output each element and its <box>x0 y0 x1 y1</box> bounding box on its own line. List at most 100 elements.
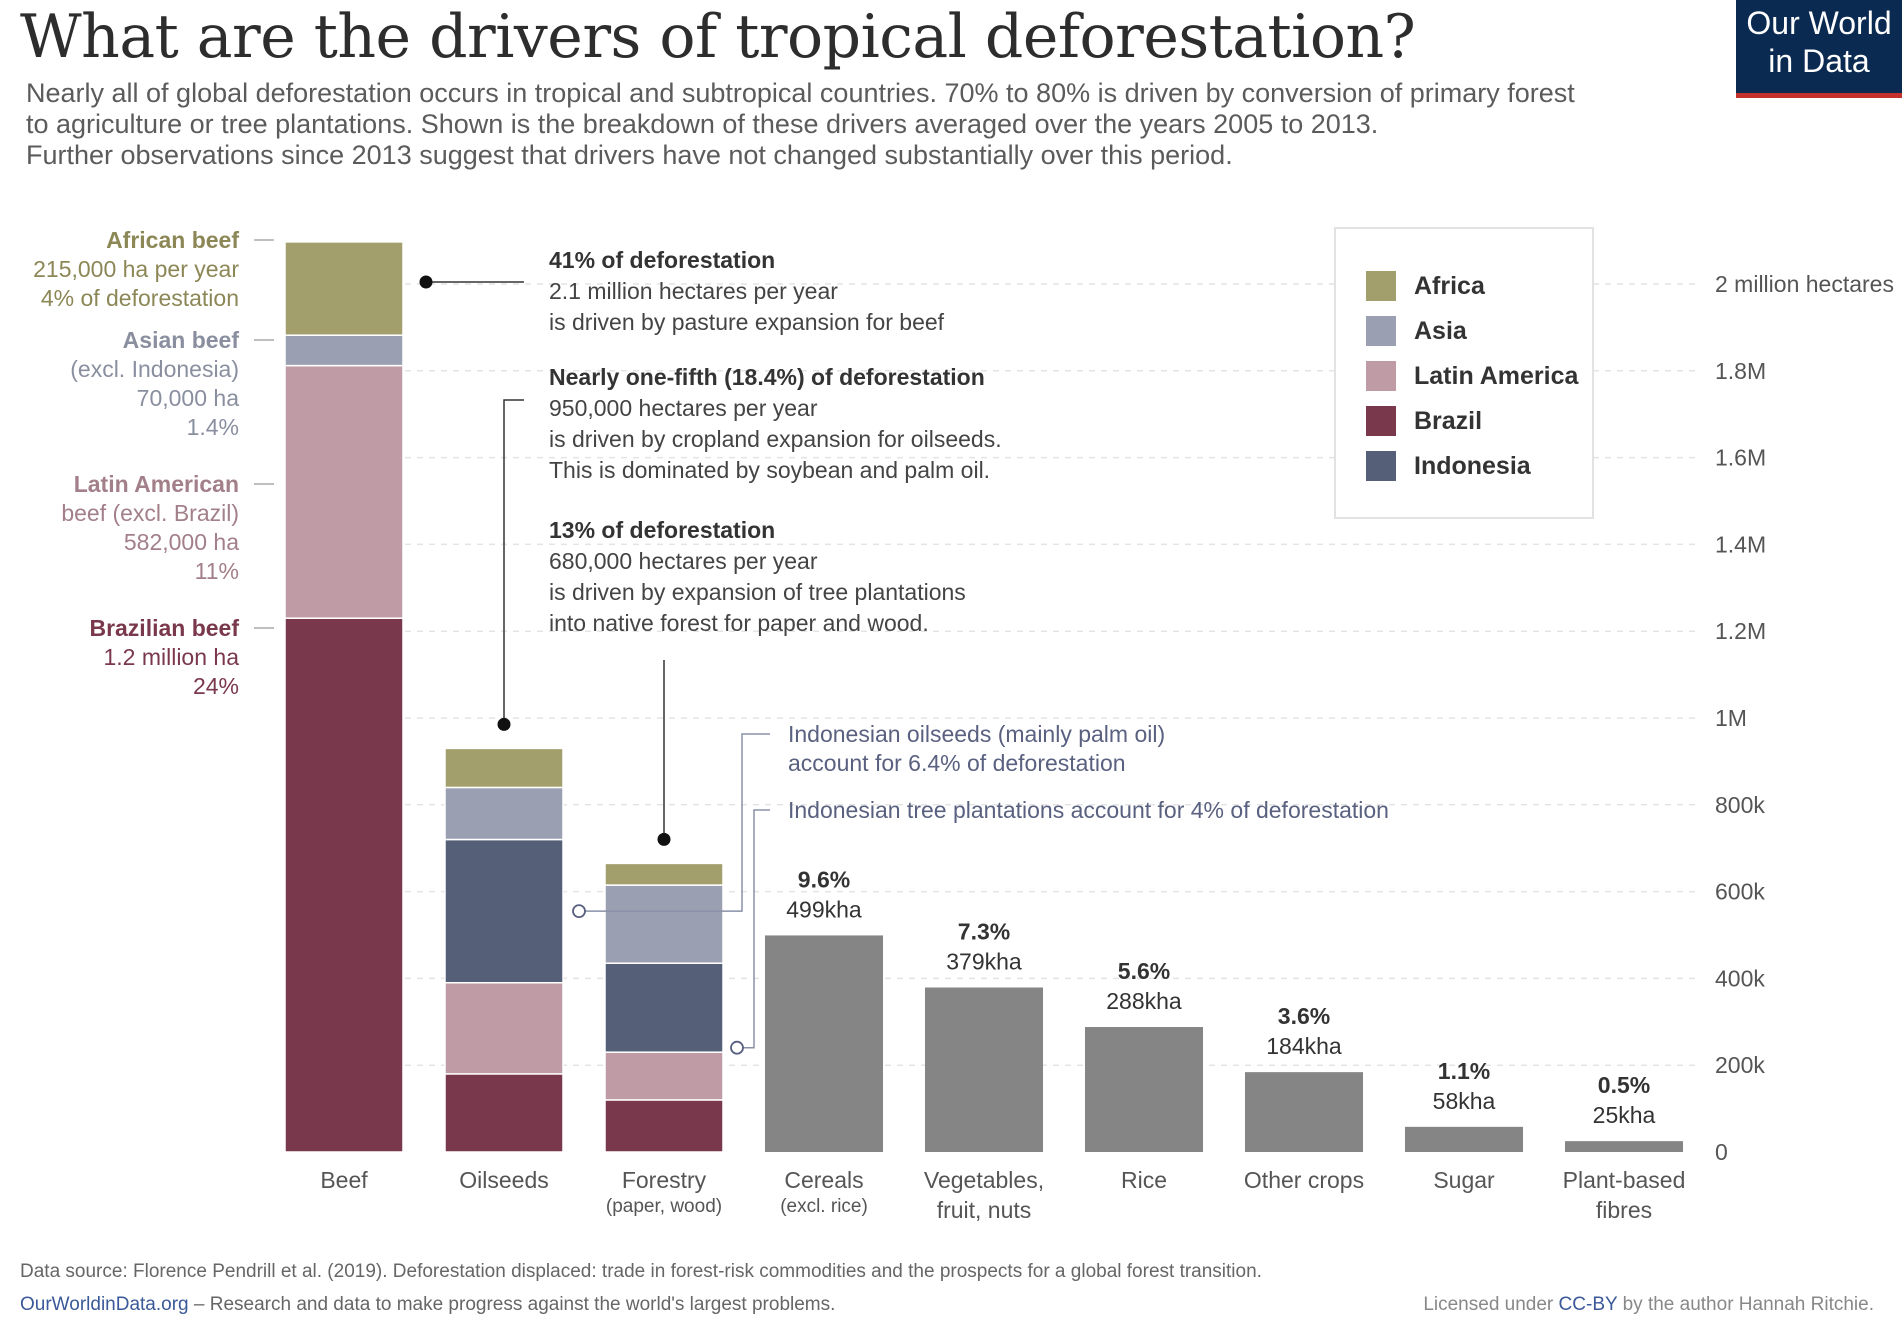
beef-side-label: 582,000 ha <box>124 529 239 555</box>
bar-pct-label: 9.6% <box>798 866 850 892</box>
footer-site: OurWorldinData.org – Research and data t… <box>20 1294 835 1316</box>
beef-annotation-line: 2.1 million hectares per year <box>549 278 838 304</box>
y-tick-label: 1.4M <box>1715 531 1766 557</box>
annotation-dot <box>419 275 433 289</box>
annotation-connector <box>739 809 770 1049</box>
footer-tagline: – Research and data to make progress aga… <box>188 1294 836 1315</box>
annotation-dot <box>730 1040 744 1055</box>
legend: Africa Asia Latin America Brazil Indonesia <box>1334 227 1594 519</box>
y-tick-label: 600k <box>1715 879 1765 905</box>
oilseeds-annotation-heading: Nearly one-fifth (18.4%) of deforestatio… <box>549 364 985 390</box>
legend-label: Indonesia <box>1414 451 1531 480</box>
x-category-label: Plant-based <box>1563 1167 1686 1193</box>
chart-subtitle: Nearly all of global deforestation occur… <box>26 78 1726 171</box>
legend-label: Asia <box>1414 316 1467 345</box>
bar-pct-label: 5.6% <box>1118 958 1170 984</box>
bar-segment-brazil <box>604 1099 724 1153</box>
beef-side-label: Brazilian beef <box>89 615 239 641</box>
forestry-annotation-line: 680,000 hectares per year <box>549 548 818 574</box>
beef-side-label: Asian beef <box>123 327 240 353</box>
beef-side-label: 4% of deforestation <box>41 285 239 311</box>
y-tick-label: 2 million hectares <box>1715 271 1894 297</box>
beef-side-label: 215,000 ha per year <box>33 256 239 282</box>
beef-side-label: 70,000 ha <box>137 385 240 411</box>
subtitle-line: to agriculture or tree plantations. Show… <box>26 109 1379 139</box>
bar <box>925 987 1043 1152</box>
subtitle-line: Further observations since 2013 suggest … <box>26 140 1233 170</box>
oilseeds-annotation-line: This is dominated by soybean and palm oi… <box>549 457 990 483</box>
forestry-annotation-line: into native forest for paper and wood. <box>549 610 929 636</box>
x-category-label: Cereals <box>784 1167 863 1193</box>
bar-value-label: 499kha <box>786 896 862 922</box>
beef-side-label: 1.4% <box>187 414 239 440</box>
bar-segment-brazil <box>284 617 404 1153</box>
bar-pct-label: 7.3% <box>958 919 1010 945</box>
y-tick-label: 200k <box>1715 1052 1765 1078</box>
legend-swatch <box>1366 406 1396 436</box>
legend-swatch <box>1366 316 1396 346</box>
y-tick-label: 400k <box>1715 965 1765 991</box>
bar-value-label: 184kha <box>1266 1033 1342 1059</box>
chart-title: What are the drivers of tropical defores… <box>20 2 1416 72</box>
beef-side-label: 24% <box>193 673 239 699</box>
y-tick-label: 1.6M <box>1715 445 1766 471</box>
forestry-annotation-heading: 13% of deforestation <box>549 517 775 543</box>
bar <box>1245 1072 1363 1152</box>
indonesia-oilseeds-annotation-line: Indonesian oilseeds (mainly palm oil) <box>788 721 1165 747</box>
bar <box>1085 1027 1203 1152</box>
bar <box>1405 1126 1523 1152</box>
legend-item-africa[interactable]: Africa <box>1366 271 1485 301</box>
x-category-label: Forestry <box>622 1167 707 1193</box>
subtitle-line: Nearly all of global deforestation occur… <box>26 78 1575 108</box>
x-category-sublabel: fruit, nuts <box>937 1197 1032 1223</box>
bar-segment-latin-america <box>604 1051 724 1101</box>
legend-item-latin-america[interactable]: Latin America <box>1366 361 1578 391</box>
oilseeds-annotation-line: is driven by cropland expansion for oils… <box>549 426 1002 452</box>
footer-license: Licensed under CC-BY by the author Hanna… <box>1423 1294 1874 1316</box>
legend-item-indonesia[interactable]: Indonesia <box>1366 451 1531 481</box>
y-tick-label: 1.8M <box>1715 358 1766 384</box>
license-prefix: Licensed under <box>1423 1294 1559 1315</box>
beef-annotation-heading: 41% of deforestation <box>549 247 775 273</box>
beef-side-label: (excl. Indonesia) <box>70 356 239 382</box>
legend-swatch <box>1366 451 1396 481</box>
legend-swatch <box>1366 271 1396 301</box>
bar-value-label: 379kha <box>946 949 1022 975</box>
legend-item-asia[interactable]: Asia <box>1366 316 1467 346</box>
license-suffix: by the author Hannah Ritchie. <box>1617 1294 1874 1315</box>
oilseeds-annotation-line: 950,000 hectares per year <box>549 395 818 421</box>
license-link[interactable]: CC-BY <box>1558 1294 1618 1315</box>
bar-pct-label: 1.1% <box>1438 1058 1490 1084</box>
annotation-dot <box>572 904 586 919</box>
x-category-label: Vegetables, <box>924 1167 1044 1193</box>
bar <box>1565 1141 1683 1152</box>
footer-source: Data source: Florence Pendrill et al. (2… <box>20 1261 1262 1282</box>
beef-side-label: 1.2 million ha <box>103 644 239 670</box>
indonesia-oilseeds-annotation-line: account for 6.4% of deforestation <box>788 750 1126 776</box>
y-tick-label: 800k <box>1715 792 1765 818</box>
x-category-sublabel: fibres <box>1596 1197 1652 1223</box>
y-tick-label: 1.2M <box>1715 618 1766 644</box>
annotation-dot <box>657 832 671 846</box>
logo-line: in Data <box>1768 43 1870 79</box>
bar-pct-label: 0.5% <box>1598 1072 1650 1098</box>
beef-side-label: African beef <box>106 227 239 253</box>
legend-label: Latin America <box>1414 361 1579 390</box>
x-category-sublabel: (paper, wood) <box>606 1196 722 1217</box>
bar-segment-latin-america <box>444 981 564 1075</box>
bar-segment-latin-america <box>284 364 404 619</box>
y-tick-label: 0 <box>1715 1139 1728 1165</box>
legend-label: Africa <box>1414 271 1485 300</box>
indonesia-forestry-annotation-line: Indonesian tree plantations account for … <box>788 797 1389 823</box>
legend-label: Brazil <box>1414 406 1483 435</box>
bar-segment-africa <box>444 747 564 789</box>
legend-item-brazil[interactable]: Brazil <box>1366 406 1482 436</box>
beef-side-label: Latin American <box>74 471 239 497</box>
owid-link[interactable]: OurWorldinData.org <box>20 1294 189 1315</box>
bar <box>765 935 883 1152</box>
bar-segment-brazil <box>444 1073 564 1153</box>
x-category-label: Oilseeds <box>459 1167 548 1193</box>
owid-logo[interactable]: Our World in Data <box>1736 0 1902 98</box>
y-tick-label: 1M <box>1715 705 1747 731</box>
annotation-dot <box>497 717 511 731</box>
